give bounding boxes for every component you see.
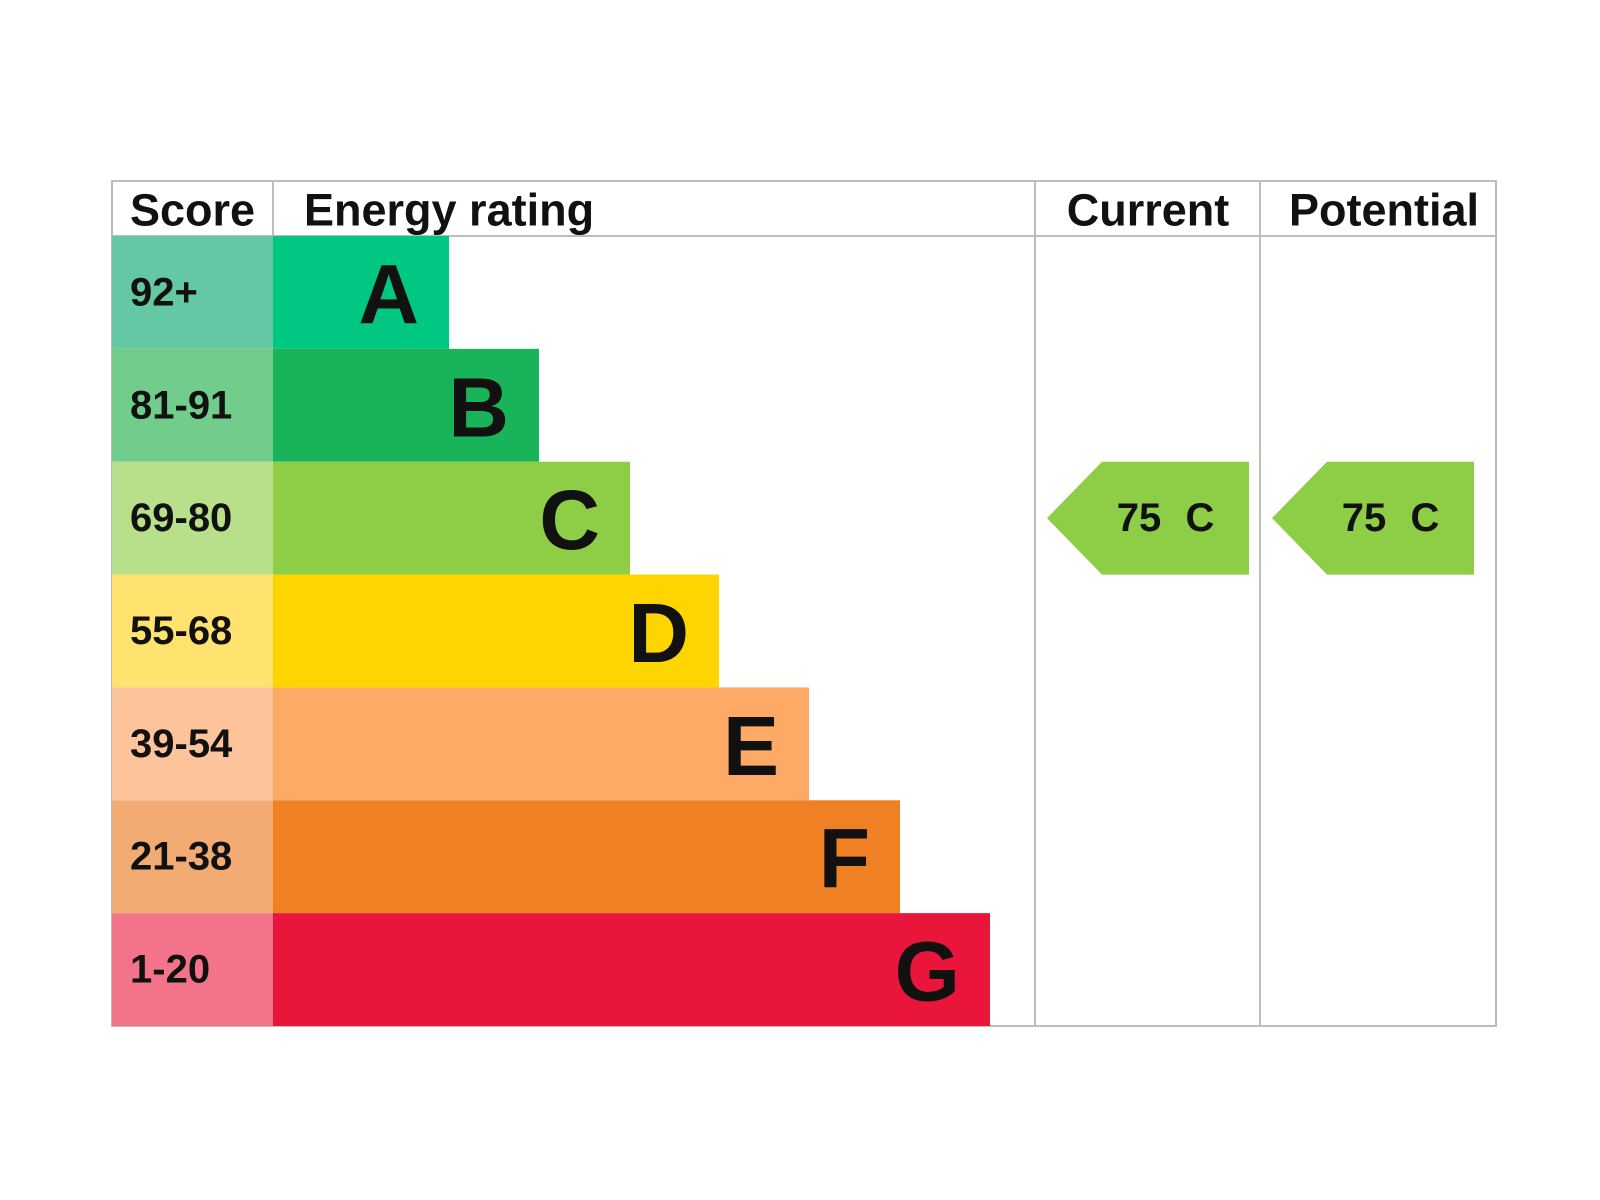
- current-rating: C: [1186, 496, 1215, 540]
- score-cell: [112, 461, 273, 575]
- score-range: 21-38: [130, 835, 232, 879]
- score-range: 69-80: [130, 496, 232, 540]
- rating-bar: [273, 348, 539, 462]
- rating-bar: [273, 574, 719, 688]
- score-cell: [112, 574, 273, 688]
- header-potential: Potential: [1289, 185, 1479, 236]
- header-current: Current: [1067, 185, 1230, 236]
- score-range: 81-91: [130, 383, 232, 427]
- rating-bar: [273, 687, 809, 801]
- rating-letter: G: [895, 925, 960, 1019]
- rating-letter: D: [628, 586, 689, 680]
- rating-letter: E: [723, 699, 779, 793]
- current-score: 75: [1117, 496, 1162, 540]
- rating-letter: B: [448, 360, 509, 454]
- rating-bar: [273, 461, 630, 575]
- score-cell: [112, 236, 273, 349]
- rating-bar: [273, 236, 449, 349]
- potential-arrow: [1272, 461, 1474, 575]
- rating-bar: [273, 913, 990, 1026]
- score-cell: [112, 348, 273, 462]
- current-arrow: [1047, 461, 1249, 575]
- score-cell: [112, 913, 273, 1026]
- score-range: 39-54: [130, 722, 233, 766]
- rating-bar: [273, 800, 900, 914]
- header-score: Score: [130, 185, 255, 236]
- rating-letter: F: [819, 812, 870, 906]
- potential-rating: C: [1411, 496, 1440, 540]
- score-cell: [112, 800, 273, 914]
- score-cell: [112, 687, 273, 801]
- header-rating: Energy rating: [304, 185, 594, 236]
- score-range: 92+: [130, 270, 198, 314]
- score-range: 1-20: [130, 948, 210, 992]
- rating-letter: A: [358, 247, 419, 341]
- rating-letter: C: [539, 473, 600, 567]
- score-range: 55-68: [130, 609, 232, 653]
- potential-score: 75: [1342, 496, 1387, 540]
